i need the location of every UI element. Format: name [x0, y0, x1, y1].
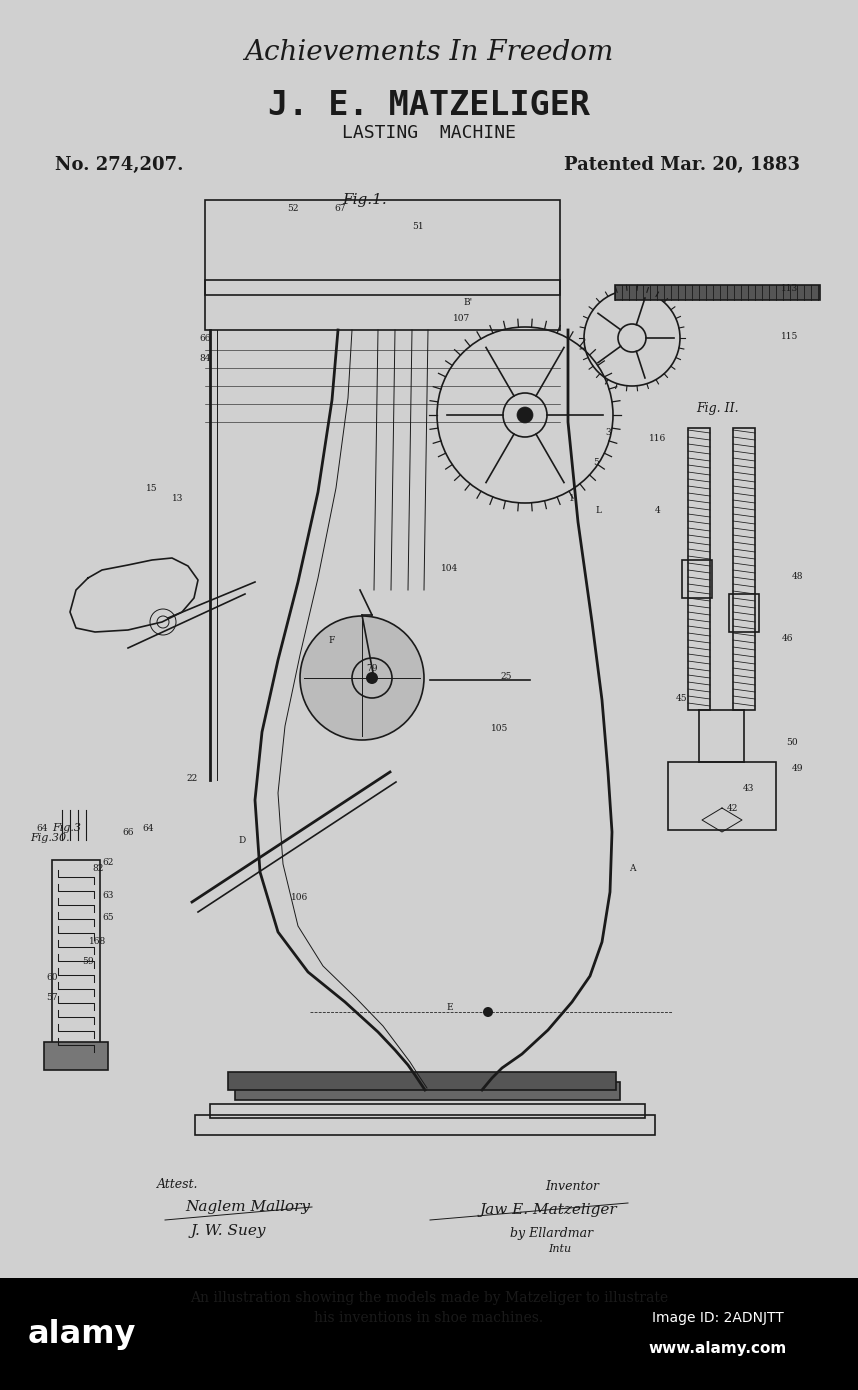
Text: 1: 1	[569, 493, 575, 503]
Text: 57: 57	[46, 994, 57, 1002]
Text: 13: 13	[172, 493, 184, 503]
Bar	[682, 560, 712, 598]
Text: 168: 168	[89, 937, 106, 947]
Text: www.alamy.com: www.alamy.com	[649, 1340, 787, 1355]
Bar	[688, 428, 710, 710]
Text: by Ellardmar: by Ellardmar	[511, 1226, 594, 1240]
Text: 105: 105	[492, 724, 509, 733]
Text: No. 274,207.: No. 274,207.	[55, 156, 184, 174]
Text: Image ID: 2ADNJTT: Image ID: 2ADNJTT	[652, 1311, 784, 1325]
Bar	[729, 594, 759, 632]
Text: 67: 67	[335, 203, 346, 213]
Circle shape	[300, 616, 424, 739]
Text: 107: 107	[453, 314, 471, 322]
Text: 106: 106	[292, 894, 309, 902]
Text: 45: 45	[676, 694, 688, 702]
Text: 115: 115	[782, 331, 799, 341]
Text: Achievements In Freedom: Achievements In Freedom	[245, 39, 613, 65]
Text: J. E. MATZELIGER: J. E. MATZELIGER	[268, 89, 590, 121]
Text: Fig.1.: Fig.1.	[342, 193, 387, 207]
Text: A: A	[629, 863, 635, 873]
Text: 49: 49	[792, 763, 804, 773]
Text: 62: 62	[102, 858, 114, 866]
Text: LASTING  MACHINE: LASTING MACHINE	[342, 124, 516, 142]
Text: F: F	[329, 635, 335, 645]
Text: 60: 60	[46, 973, 57, 983]
Text: 66: 66	[122, 827, 134, 837]
Bar	[205, 279, 560, 295]
Bar	[235, 1081, 620, 1099]
Text: 3: 3	[605, 428, 611, 436]
Text: Fig.3: Fig.3	[52, 823, 82, 833]
Text: 84: 84	[199, 353, 211, 363]
Text: An illustration showing the models made by Matzeliger to illustrate: An illustration showing the models made …	[190, 1291, 668, 1305]
Bar	[195, 1115, 655, 1136]
Bar	[228, 1072, 616, 1090]
Text: 42: 42	[727, 803, 738, 813]
Bar	[52, 860, 100, 1068]
Text: 4: 4	[656, 506, 661, 514]
Text: 15: 15	[146, 484, 158, 492]
Text: 59: 59	[82, 958, 94, 966]
Circle shape	[483, 1006, 493, 1017]
Circle shape	[366, 671, 378, 684]
Text: 43: 43	[742, 784, 753, 792]
Text: 104: 104	[441, 563, 459, 573]
Bar	[210, 1104, 645, 1118]
Text: 5: 5	[593, 457, 599, 467]
Text: 82: 82	[93, 863, 104, 873]
Text: 63: 63	[102, 891, 114, 901]
Text: L: L	[595, 506, 601, 514]
Text: 116: 116	[650, 434, 667, 442]
Text: J. W. Suey: J. W. Suey	[190, 1225, 266, 1238]
Text: B': B'	[463, 297, 473, 307]
Text: 50: 50	[786, 738, 798, 746]
Text: Naglem Mallory: Naglem Mallory	[185, 1200, 311, 1213]
Text: E: E	[447, 1004, 453, 1012]
Text: Jaw E. Matzeliger: Jaw E. Matzeliger	[479, 1202, 617, 1218]
Bar	[615, 285, 820, 300]
Text: 64: 64	[142, 823, 154, 833]
Text: 113: 113	[782, 284, 799, 292]
Text: 51: 51	[412, 221, 424, 231]
Text: 25: 25	[500, 671, 511, 681]
Text: D: D	[239, 835, 245, 845]
Text: Attest.: Attest.	[157, 1179, 199, 1191]
Text: 46: 46	[782, 634, 794, 642]
Text: Intu: Intu	[548, 1244, 571, 1254]
Text: 22: 22	[186, 773, 197, 783]
Text: Fig. II.: Fig. II.	[697, 402, 740, 414]
Text: Patented Mar. 20, 1883: Patented Mar. 20, 1883	[564, 156, 800, 174]
Bar	[0, 1277, 858, 1390]
Text: 79: 79	[366, 663, 378, 673]
Bar	[733, 428, 755, 710]
Text: Inventor: Inventor	[545, 1180, 599, 1194]
Text: 65: 65	[102, 913, 114, 923]
Text: Fig.30.: Fig.30.	[30, 833, 69, 842]
Text: 66: 66	[199, 334, 211, 342]
Bar	[44, 1042, 108, 1070]
Bar	[205, 200, 560, 329]
Circle shape	[517, 407, 533, 423]
Text: 64: 64	[36, 823, 48, 833]
Text: his inventions in shoe machines.: his inventions in shoe machines.	[314, 1311, 544, 1325]
Text: alamy: alamy	[27, 1319, 136, 1350]
Text: 48: 48	[792, 571, 804, 581]
Bar	[668, 762, 776, 830]
Text: 52: 52	[287, 203, 299, 213]
